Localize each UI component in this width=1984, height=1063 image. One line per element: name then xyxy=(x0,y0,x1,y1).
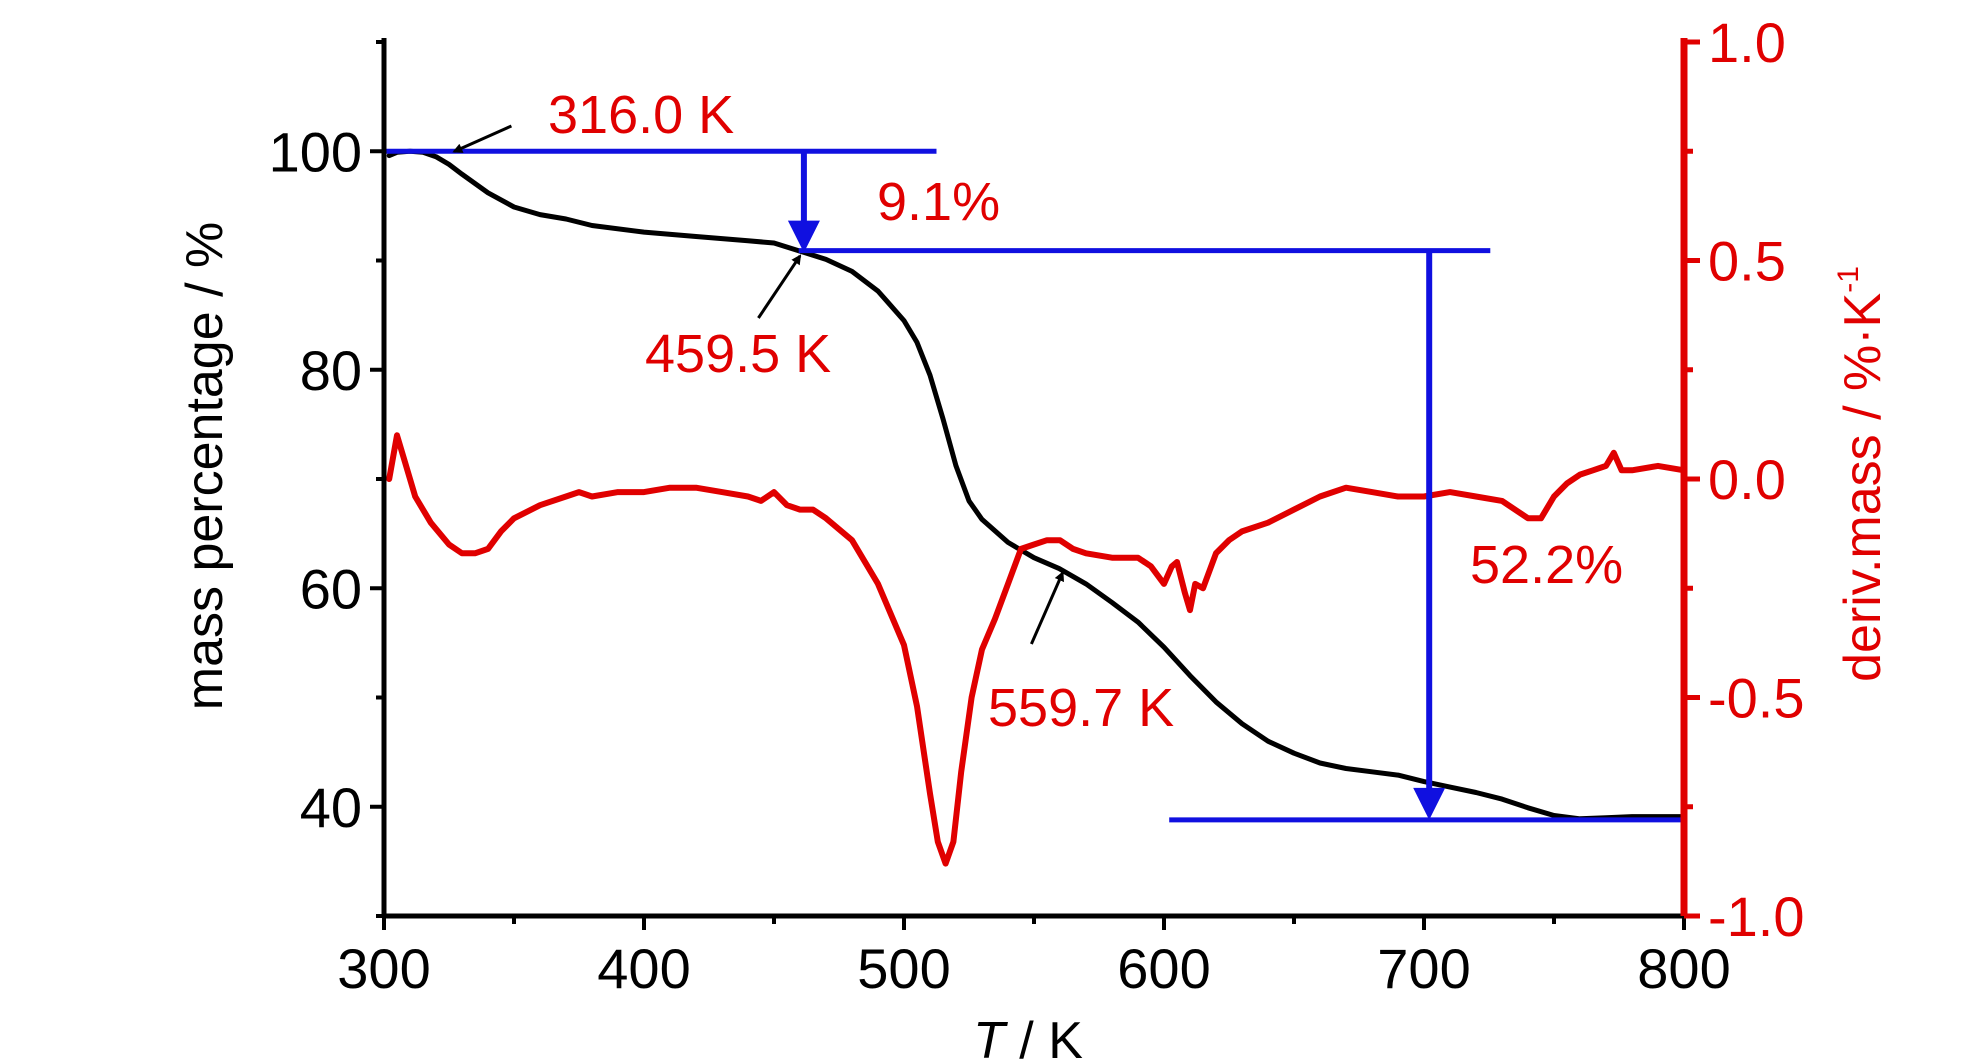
y-left-tick-label: 100 xyxy=(269,120,362,183)
onset-1-pointer-arrow xyxy=(452,124,513,153)
mass-loss-arrowhead-2 xyxy=(1413,787,1446,820)
y-right-axis-title-superscript: -1 xyxy=(1832,266,1865,293)
x-tick-label: 700 xyxy=(1377,937,1470,1000)
mass-curve xyxy=(386,148,1687,822)
y-right-tick-label: 0.5 xyxy=(1708,230,1786,293)
y-right-tick-label: 0.0 xyxy=(1708,448,1786,511)
mass-loss-1-label: 9.1% xyxy=(877,172,1000,232)
x-tick-label: 500 xyxy=(857,937,950,1000)
onset-2-pointer-arrow xyxy=(757,254,802,319)
onset-3-label: 559.7 K xyxy=(988,678,1174,738)
y-left-axis-title: mass percentage / % xyxy=(176,222,234,710)
x-axis-title-variable: T xyxy=(973,1012,1008,1063)
onset-3-pointer-arrow xyxy=(1030,570,1064,645)
x-tick-label: 400 xyxy=(597,937,690,1000)
x-axis-title: T / K xyxy=(973,1012,1083,1063)
onset-2-label: 459.5 K xyxy=(645,324,831,384)
y-right-axis-title: deriv.mass / %·K-1 xyxy=(1832,266,1892,682)
y-right-axis-title-main: deriv.mass / %·K xyxy=(1834,292,1892,681)
x-tick-label: 800 xyxy=(1637,937,1730,1000)
y-right-tick-label: 1.0 xyxy=(1708,11,1786,74)
derivative-curve xyxy=(386,432,1687,867)
y-left-tick-label: 40 xyxy=(300,776,362,839)
y-right-tick-label: -1.0 xyxy=(1708,885,1805,948)
mass-loss-arrowhead-1 xyxy=(787,220,820,253)
annotation-layer: 316.0 K 9.1% 459.5 K 52.2% 559.7 K xyxy=(384,85,1684,823)
y-left-tick-label: 60 xyxy=(300,557,362,620)
x-tick-label: 600 xyxy=(1117,937,1210,1000)
x-axis-title-unit: / K xyxy=(1005,1012,1083,1063)
axes-layer: 300 400 500 600 700 800 40 60 80 100 -1.0 -0.5 0.0 0.… xyxy=(269,11,1805,1000)
mass-loss-2-label: 52.2% xyxy=(1470,535,1623,595)
y-right-tick-label: -0.5 xyxy=(1708,667,1805,730)
series-layer xyxy=(386,148,1687,867)
y-left-tick-label: 80 xyxy=(300,339,362,402)
onset-1-label: 316.0 K xyxy=(548,85,734,145)
x-tick-label: 300 xyxy=(337,937,430,1000)
